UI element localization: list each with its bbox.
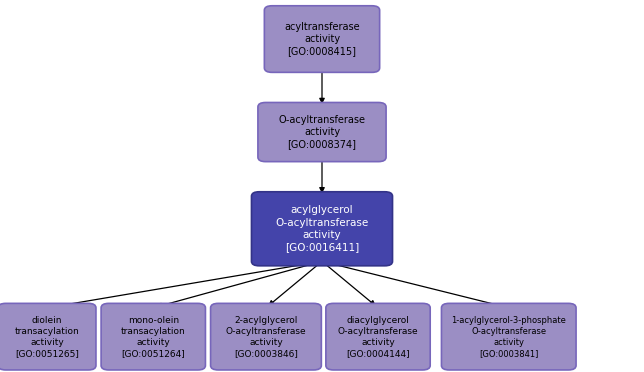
Text: mono-olein
transacylation
activity
[GO:0051264]: mono-olein transacylation activity [GO:0… <box>121 315 185 358</box>
FancyBboxPatch shape <box>258 102 386 161</box>
FancyBboxPatch shape <box>251 192 392 266</box>
Text: 1-acylglycerol-3-phosphate
O-acyltransferase
activity
[GO:0003841]: 1-acylglycerol-3-phosphate O-acyltransfe… <box>451 315 566 358</box>
FancyBboxPatch shape <box>264 6 379 72</box>
FancyBboxPatch shape <box>211 304 321 370</box>
FancyBboxPatch shape <box>326 304 430 370</box>
FancyBboxPatch shape <box>441 304 576 370</box>
Text: O-acyltransferase
activity
[GO:0008374]: O-acyltransferase activity [GO:0008374] <box>278 115 366 150</box>
Text: acylglycerol
O-acyltransferase
activity
[GO:0016411]: acylglycerol O-acyltransferase activity … <box>276 205 368 252</box>
Text: acyltransferase
activity
[GO:0008415]: acyltransferase activity [GO:0008415] <box>284 22 360 57</box>
FancyBboxPatch shape <box>101 304 205 370</box>
FancyBboxPatch shape <box>0 304 96 370</box>
Text: 2-acylglycerol
O-acyltransferase
activity
[GO:0003846]: 2-acylglycerol O-acyltransferase activit… <box>225 315 307 358</box>
Text: diacylglycerol
O-acyltransferase
activity
[GO:0004144]: diacylglycerol O-acyltransferase activit… <box>337 315 419 358</box>
Text: diolein
transacylation
activity
[GO:0051265]: diolein transacylation activity [GO:0051… <box>15 315 79 358</box>
